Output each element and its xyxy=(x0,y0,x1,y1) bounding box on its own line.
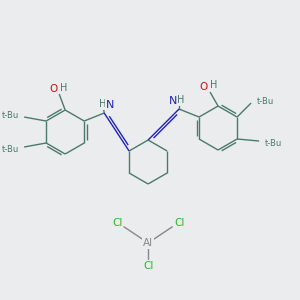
Text: Cl: Cl xyxy=(143,261,153,271)
Text: t-Bu: t-Bu xyxy=(2,110,19,119)
Text: H: H xyxy=(61,83,68,93)
Text: t-Bu: t-Bu xyxy=(2,145,19,154)
Text: N: N xyxy=(169,96,177,106)
Text: H: H xyxy=(177,95,185,105)
Text: N: N xyxy=(106,100,114,110)
Text: t-Bu: t-Bu xyxy=(256,97,274,106)
Text: O: O xyxy=(49,84,57,94)
Text: O: O xyxy=(199,82,207,92)
Text: Cl: Cl xyxy=(112,218,122,228)
Text: H: H xyxy=(98,99,106,109)
Text: Al: Al xyxy=(143,238,153,248)
Text: Cl: Cl xyxy=(174,218,184,228)
Text: H: H xyxy=(210,80,218,90)
Text: t-Bu: t-Bu xyxy=(264,139,282,148)
